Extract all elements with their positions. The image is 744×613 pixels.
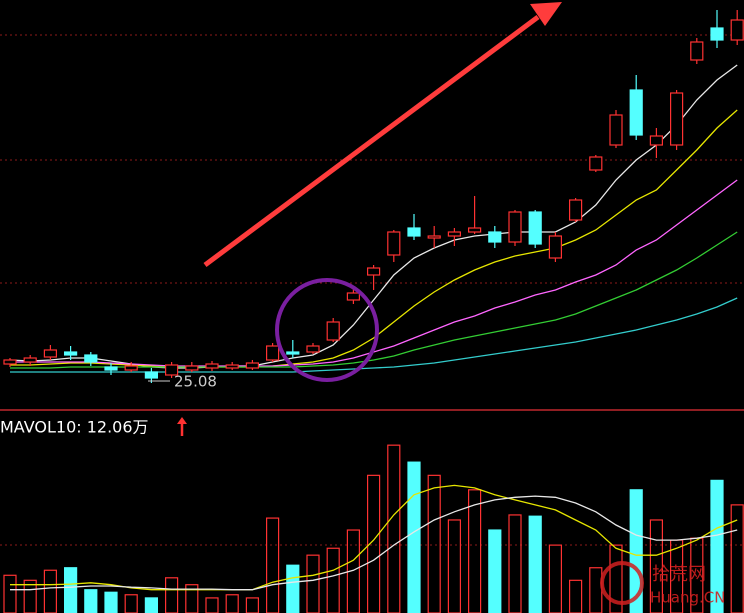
candle-body bbox=[710, 27, 724, 41]
candle-body bbox=[245, 362, 259, 369]
candle-body bbox=[447, 231, 461, 237]
price-panel bbox=[3, 10, 744, 383]
candle-body bbox=[629, 89, 643, 136]
trend-arrow-head bbox=[530, 2, 562, 26]
low-label: 25.08 bbox=[174, 373, 217, 391]
candle-body bbox=[367, 267, 381, 276]
watermark-domain: Huang.CN bbox=[650, 589, 725, 607]
up-arrow-icon bbox=[177, 417, 187, 436]
candle-body bbox=[488, 231, 502, 243]
candle-body bbox=[589, 156, 603, 171]
candle-body bbox=[548, 235, 563, 259]
volume-bar bbox=[407, 461, 421, 613]
candle-body bbox=[568, 199, 583, 221]
candle-body bbox=[23, 357, 37, 363]
volume-bar bbox=[84, 589, 98, 613]
candle-body bbox=[468, 227, 482, 233]
candle-body bbox=[407, 227, 421, 237]
volume-bar bbox=[245, 597, 259, 613]
volume-bar bbox=[306, 554, 320, 613]
volume-bar bbox=[104, 591, 118, 613]
candle-body bbox=[165, 364, 179, 376]
volume-bar bbox=[63, 567, 78, 613]
volume-bar bbox=[730, 504, 744, 613]
volume-bar bbox=[528, 515, 542, 613]
candle-body bbox=[730, 19, 744, 41]
candle-body bbox=[609, 114, 623, 146]
candle-body bbox=[669, 92, 684, 146]
volume-bar bbox=[649, 519, 664, 613]
moving-average-line bbox=[10, 495, 738, 591]
volume-bar bbox=[367, 474, 381, 613]
candle-body bbox=[3, 359, 17, 365]
volume-bar bbox=[205, 597, 219, 613]
volume-label: MAVOL10: 12.06万 bbox=[0, 418, 149, 437]
watermark-logo bbox=[600, 561, 644, 605]
candle-body bbox=[528, 211, 542, 245]
volume-bar bbox=[326, 547, 340, 613]
volume-bar bbox=[447, 519, 461, 613]
candle-body bbox=[427, 235, 441, 239]
volume-bar bbox=[488, 529, 502, 613]
highlight-circle bbox=[275, 278, 379, 382]
candle-body bbox=[387, 231, 401, 256]
candle-body bbox=[205, 363, 219, 369]
candle-body bbox=[649, 135, 664, 146]
volume-bar bbox=[427, 474, 441, 613]
volume-bar bbox=[43, 569, 58, 613]
candle-body bbox=[690, 41, 704, 61]
volume-bar bbox=[286, 564, 300, 613]
candle-body bbox=[185, 365, 199, 371]
watermark-site: 拾荒网 bbox=[652, 564, 706, 585]
candle-body bbox=[43, 349, 58, 358]
volume-bar bbox=[710, 479, 724, 613]
candle-body bbox=[326, 321, 340, 341]
candle-body bbox=[508, 211, 522, 243]
candle-body bbox=[104, 366, 118, 371]
volume-bar bbox=[185, 584, 199, 613]
candle-body bbox=[84, 354, 98, 363]
candle-body bbox=[286, 351, 300, 355]
candle-body bbox=[63, 351, 78, 356]
candle-body bbox=[225, 364, 239, 369]
candle-body bbox=[306, 345, 320, 353]
candle-body bbox=[346, 292, 360, 301]
volume-bar bbox=[144, 597, 158, 613]
candle-body bbox=[144, 371, 158, 379]
candle-body bbox=[124, 365, 138, 371]
candle-body bbox=[266, 345, 280, 361]
volume-bar bbox=[508, 514, 522, 613]
trend-arrow-shaft bbox=[203, 14, 540, 268]
moving-average-line bbox=[10, 484, 738, 591]
